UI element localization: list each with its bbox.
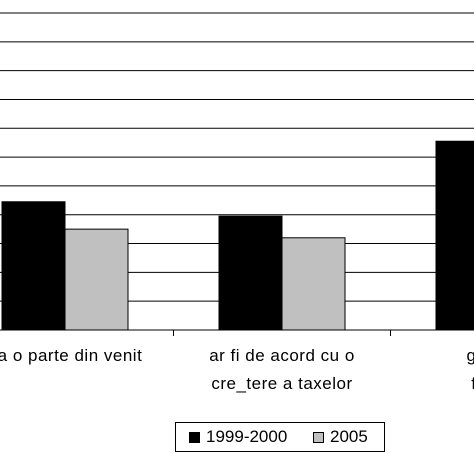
x-tick-label: guvernu f_r_ co — [466, 346, 474, 393]
bar — [1, 201, 66, 331]
legend-label: 1999-2000 — [206, 427, 288, 446]
bar — [218, 215, 283, 331]
legend-label: 2005 — [330, 427, 368, 446]
x-tick-label: da o parte din venit — [0, 346, 143, 365]
bar — [281, 237, 346, 331]
legend-swatch — [313, 432, 324, 443]
bar — [64, 228, 129, 331]
bar — [435, 140, 474, 331]
legend-swatch — [189, 432, 200, 443]
legend: 1999-2000 2005 — [175, 422, 385, 452]
x-tick-label: ar fi de acord cu o cre_tere a taxelor — [209, 346, 355, 393]
